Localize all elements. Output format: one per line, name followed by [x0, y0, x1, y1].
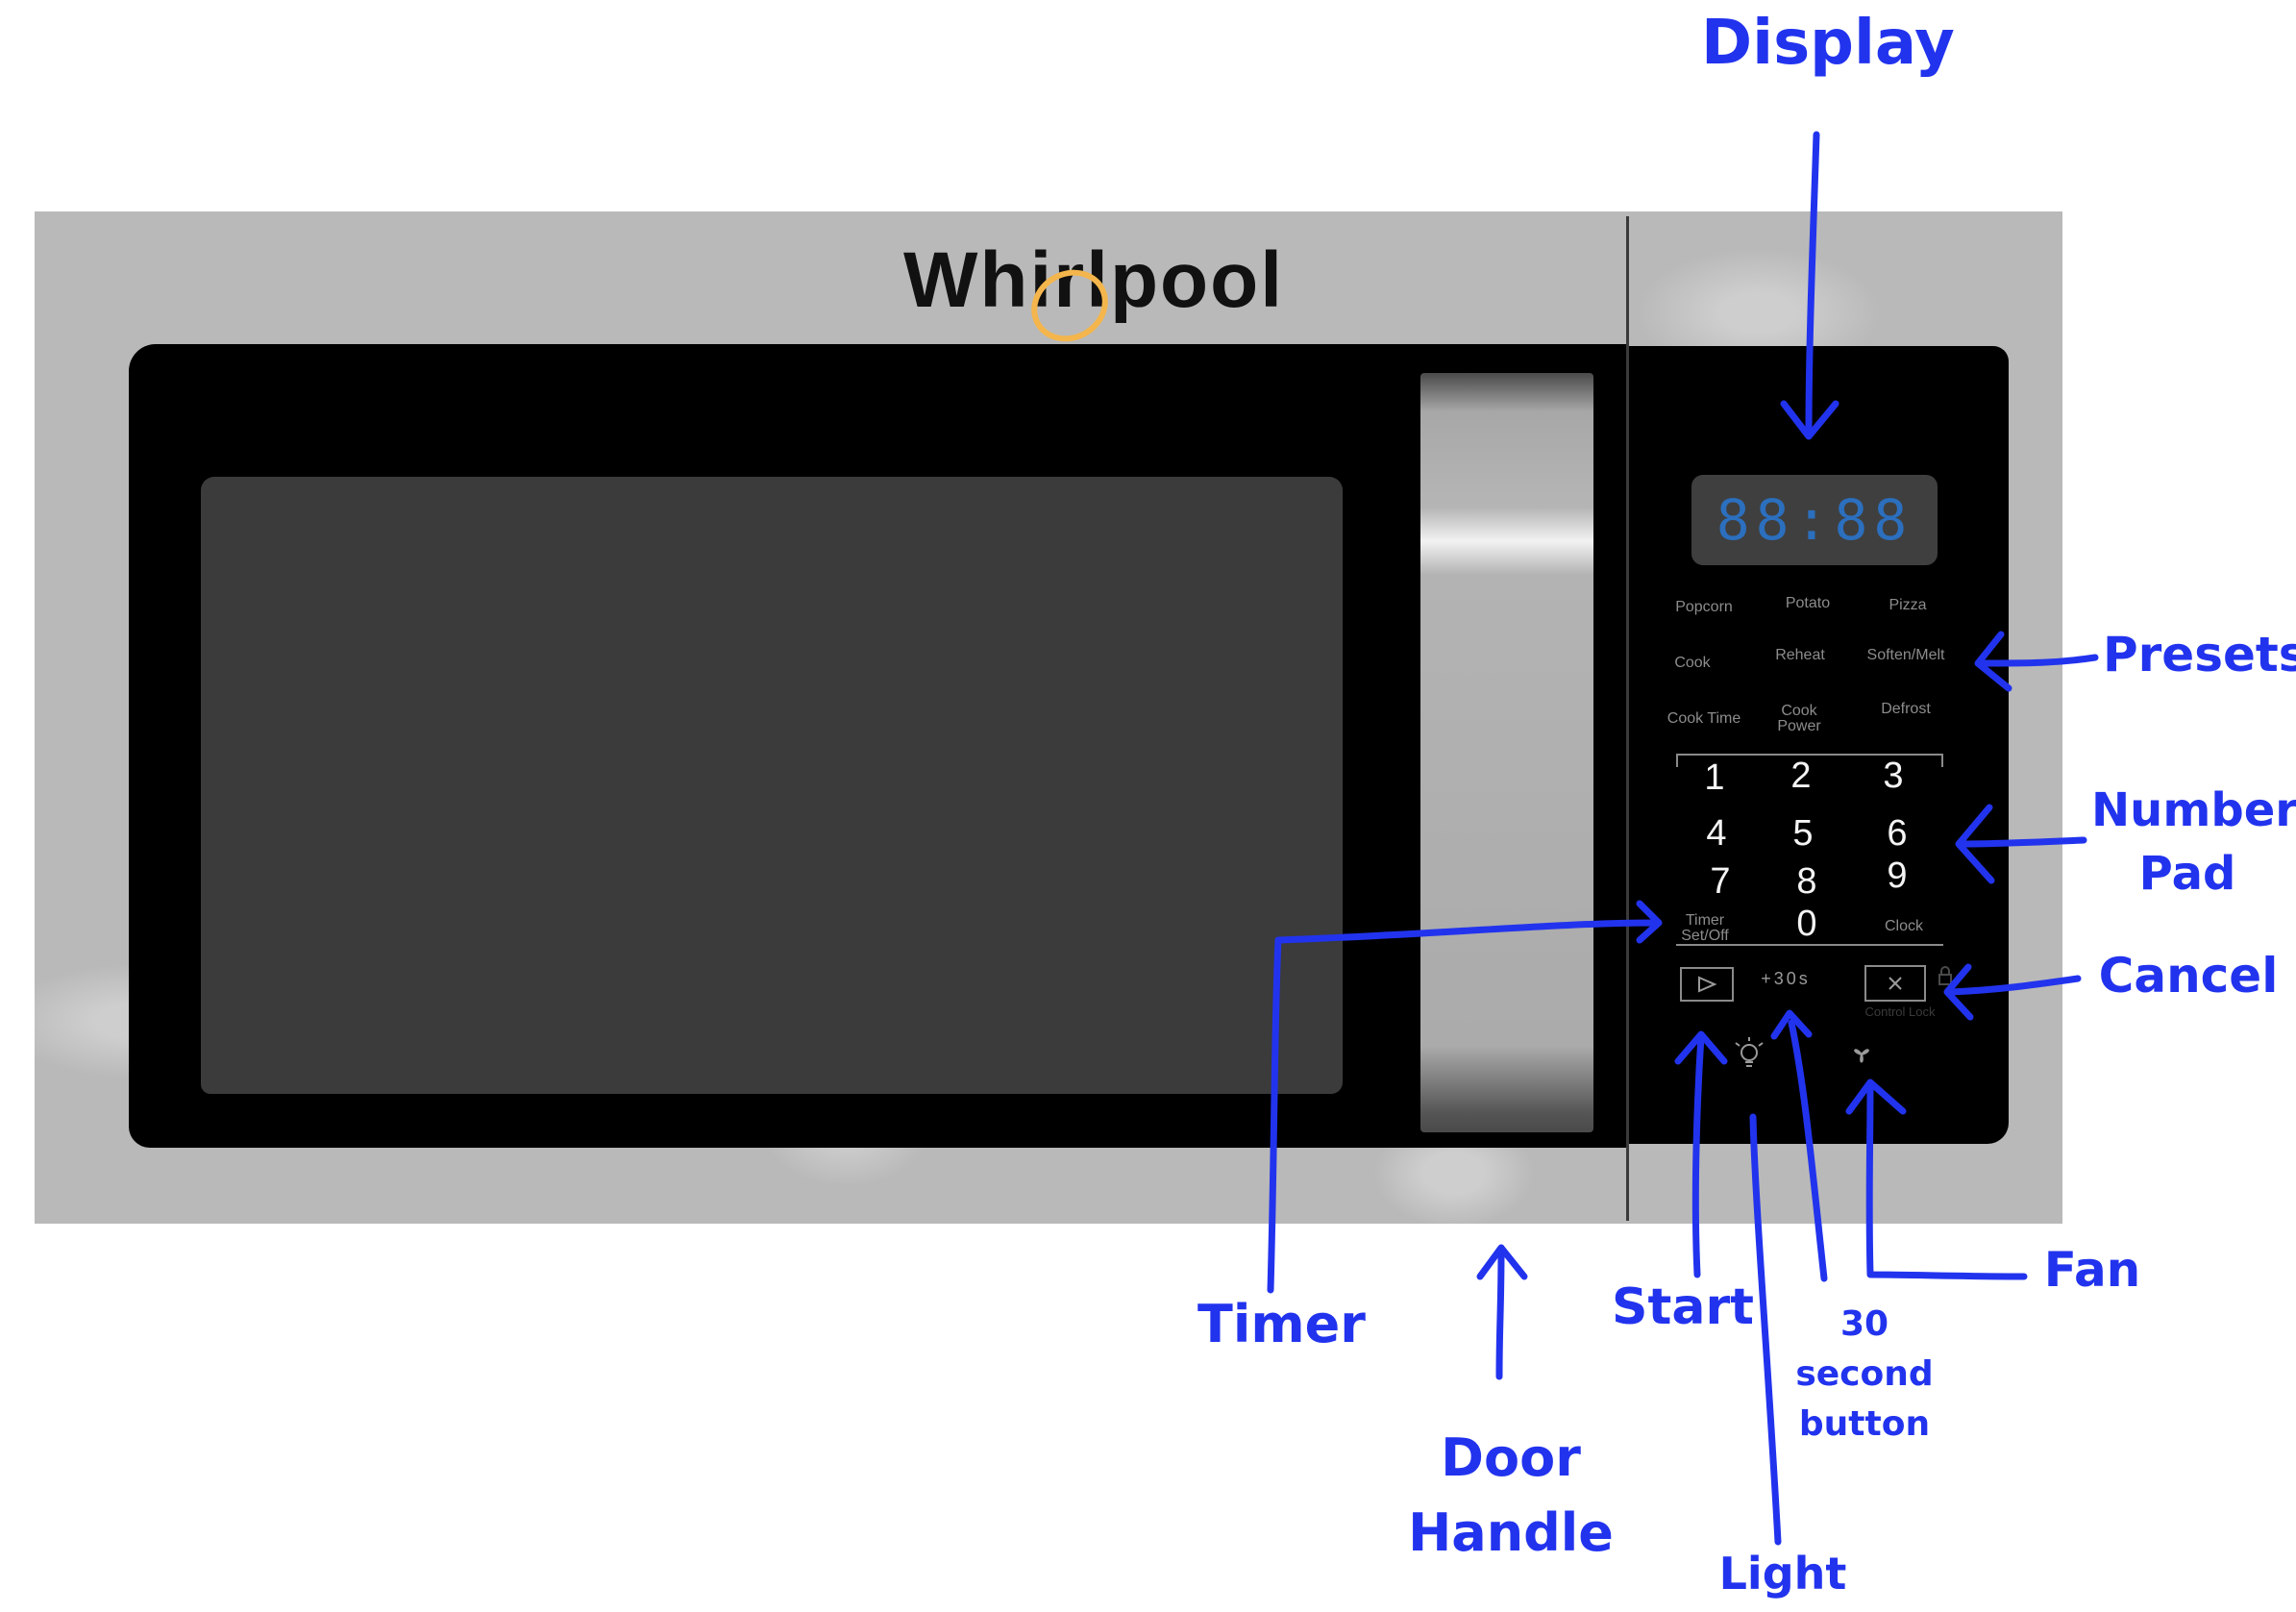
keypad-9-button[interactable]: 9 — [1887, 856, 1908, 896]
x-icon — [1889, 977, 1902, 990]
start-button[interactable] — [1680, 967, 1734, 1002]
control-panel — [1629, 346, 2009, 1144]
keypad-8-button[interactable]: 8 — [1796, 861, 1817, 902]
preset-defrost-button[interactable]: Defrost — [1881, 701, 1931, 717]
preset-pizza-button[interactable]: Pizza — [1889, 597, 1927, 613]
preset-cook-power-button[interactable]: Cook Power — [1777, 703, 1821, 734]
brand-logo: Whirlpool — [903, 236, 1284, 326]
preset-cook-button[interactable]: Cook — [1674, 655, 1711, 671]
keypad-7-button[interactable]: 7 — [1710, 861, 1731, 902]
annotation-display: Display — [1701, 8, 1955, 79]
fan-icon[interactable] — [1845, 1038, 1878, 1071]
lock-icon — [1938, 966, 1952, 985]
arrow-door-handle — [1495, 1246, 1505, 1380]
keypad-1-button[interactable]: 1 — [1704, 757, 1725, 798]
keypad-4-button[interactable]: 4 — [1706, 813, 1727, 854]
timer-set-off-button[interactable]: Timer Set/Off — [1681, 912, 1729, 944]
door-window — [201, 477, 1343, 1094]
keypad-5-button[interactable]: 5 — [1792, 813, 1814, 854]
keypad-3-button[interactable]: 3 — [1883, 756, 1904, 796]
preset-cook-time-button[interactable]: Cook Time — [1666, 710, 1741, 727]
keypad-2-button[interactable]: 2 — [1790, 756, 1812, 796]
arrowhead-door-handle — [1476, 1244, 1528, 1280]
keypad-0-button[interactable]: 0 — [1796, 904, 1817, 944]
annotation-number-pad: Number Pad — [2091, 783, 2296, 901]
annotation-presets: Presets — [2103, 627, 2296, 682]
add-30-seconds-button[interactable]: +30s — [1761, 969, 1811, 988]
display-readout: 88:88 — [1716, 487, 1913, 553]
play-icon — [1698, 976, 1717, 993]
lightbulb-icon[interactable] — [1730, 1033, 1768, 1076]
brand-logo-text: Whirlpool — [903, 236, 1285, 324]
control-lock-label: Control Lock — [1864, 1004, 1936, 1019]
annotation-30-second-button: 30 second button — [1795, 1304, 1934, 1444]
annotation-fan: Fan — [2043, 1242, 2141, 1298]
keypad-6-button[interactable]: 6 — [1887, 813, 1908, 854]
preset-soften-melt-button[interactable]: Soften/Melt — [1866, 647, 1945, 663]
annotation-timer: Timer — [1197, 1294, 1366, 1354]
annotation-start: Start — [1612, 1278, 1754, 1336]
clock-button[interactable]: Clock — [1884, 918, 1923, 934]
display-screen: 88:88 — [1691, 475, 1938, 565]
preset-potato-button[interactable]: Potato — [1785, 595, 1831, 611]
preset-reheat-button[interactable]: Reheat — [1775, 647, 1825, 663]
number-pad-frame — [1676, 754, 1943, 946]
annotation-light: Light — [1718, 1548, 1847, 1600]
panel-seam — [1626, 216, 1629, 1221]
annotation-cancel: Cancel — [2098, 948, 2279, 1004]
door-handle[interactable] — [1420, 373, 1593, 1132]
cancel-button[interactable] — [1864, 965, 1926, 1002]
annotation-door-handle: Door Handle — [1408, 1427, 1614, 1563]
preset-popcorn-button[interactable]: Popcorn — [1675, 599, 1733, 615]
